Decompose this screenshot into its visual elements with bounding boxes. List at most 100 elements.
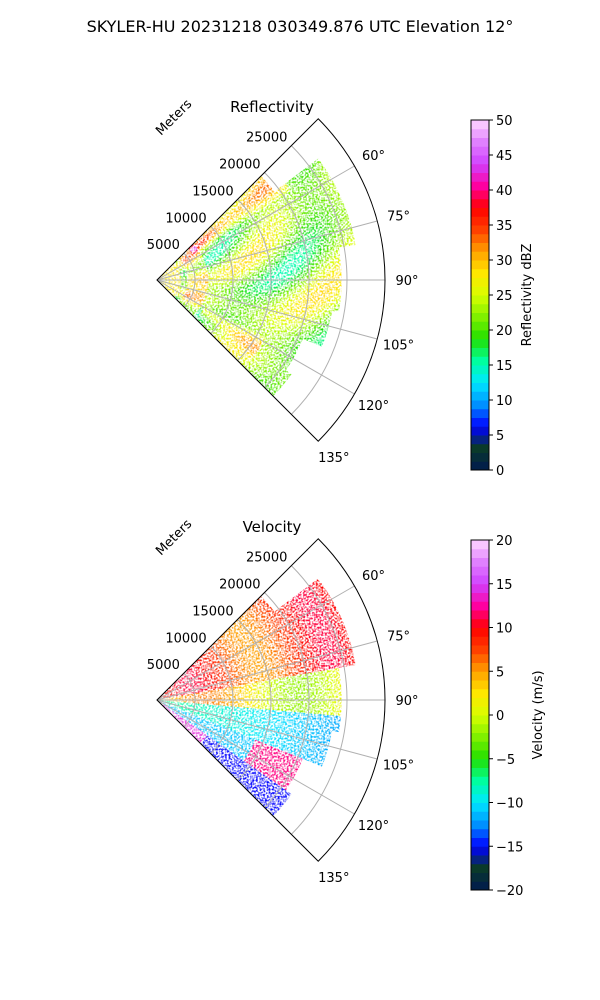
radar-gate-cell <box>262 222 267 226</box>
radar-gate-cell <box>273 284 277 287</box>
radar-gate-cell <box>314 282 318 286</box>
radar-gate-cell <box>169 274 174 276</box>
radar-gate-cell <box>238 272 243 275</box>
radar-gate-cell <box>303 171 309 177</box>
radar-gate-cell <box>290 270 294 274</box>
radar-gate-cell <box>322 300 327 304</box>
radar-gate-cell <box>204 233 208 237</box>
radar-gate-cell <box>182 260 186 263</box>
radar-gate-cell <box>338 197 343 203</box>
radar-gate-cell <box>296 264 301 268</box>
radar-gate-cell <box>196 245 201 249</box>
radar-gate-cell <box>241 225 245 229</box>
radar-gate-cell <box>240 246 244 250</box>
radar-gate-cell <box>269 285 274 289</box>
radar-gate-cell <box>231 202 236 207</box>
radar-gate-cell <box>249 283 253 286</box>
radar-gate-cell <box>307 221 312 226</box>
radar-gate-cell <box>252 211 257 215</box>
radar-gate-cell <box>312 299 317 303</box>
radar-gate-cell <box>300 185 305 190</box>
radar-gate-cell <box>266 229 271 234</box>
radar-gate-cell <box>315 302 320 306</box>
radar-gate-cell <box>344 239 349 244</box>
radar-gate-cell <box>283 273 287 276</box>
radar-gate-cell <box>259 276 263 279</box>
radar-gate-cell <box>244 212 249 216</box>
radar-gate-cell <box>220 215 225 220</box>
radar-gate-cell <box>206 236 211 240</box>
radar-gate-cell <box>225 226 229 230</box>
radar-gate-cell <box>251 230 256 234</box>
radar-gate-cell <box>237 219 242 224</box>
radar-gate-cell <box>231 236 236 240</box>
radar-gate-cell <box>215 276 219 278</box>
radar-gate-cell <box>204 238 208 242</box>
radar-gate-cell <box>331 267 335 271</box>
azimuth-tick-label: 75° <box>387 209 410 224</box>
radar-gate-cell <box>207 236 211 240</box>
radar-gate-cell <box>314 274 318 278</box>
radar-gate-cell <box>203 237 207 241</box>
radar-gate-cell <box>293 291 297 295</box>
radar-gate-cell <box>214 247 218 251</box>
radar-gate-cell <box>267 233 272 238</box>
radar-gate-cell <box>274 223 279 228</box>
radar-gate-cell <box>284 204 289 209</box>
radar-gate-cell <box>248 286 253 289</box>
velocity-data-layer <box>157 578 356 817</box>
radar-gate-cell <box>231 229 236 233</box>
radar-gate-cell <box>231 245 236 248</box>
radar-gate-cell <box>313 218 318 223</box>
radar-gate-cell <box>160 277 164 279</box>
radar-gate-cell <box>260 188 265 193</box>
radar-gate-cell <box>210 241 215 245</box>
radar-gate-cell <box>228 213 232 218</box>
radar-gate-cell <box>252 218 257 222</box>
radar-gate-cell <box>255 239 260 243</box>
radar-gate-cell <box>273 193 278 198</box>
radar-gate-cell <box>207 226 212 231</box>
radar-gate-cell <box>239 205 244 210</box>
radar-gate-cell <box>235 206 240 211</box>
radar-gate-cell <box>200 238 204 242</box>
radar-gate-cell <box>242 228 247 232</box>
radar-gate-cell <box>242 208 246 213</box>
radar-gate-cell <box>228 219 233 224</box>
radar-gate-cell <box>182 255 186 259</box>
radar-gate-cell <box>166 273 170 276</box>
radar-gate-cell <box>260 199 265 204</box>
radar-gate-cell <box>214 234 218 238</box>
radar-gate-cell <box>177 260 181 263</box>
radar-gate-cell <box>303 292 307 296</box>
radar-gate-cell <box>242 203 247 208</box>
radar-gate-cell <box>178 260 182 264</box>
radar-gate-cell <box>274 207 279 212</box>
radar-gate-cell <box>247 193 252 198</box>
radar-gate-cell <box>286 291 290 294</box>
radar-gate-cell <box>234 215 238 219</box>
radar-gate-cell <box>185 266 189 269</box>
radar-gate-cell <box>235 211 240 216</box>
radar-gate-cell <box>233 232 237 236</box>
colorbar-segment <box>471 120 489 130</box>
radar-gate-cell <box>299 196 304 201</box>
radar-gate-cell <box>184 264 188 267</box>
radar-gate-cell <box>266 195 271 200</box>
radar-gate-cell <box>336 254 341 258</box>
radar-gate-cell <box>178 267 182 270</box>
radar-gate-cell <box>254 221 259 226</box>
radar-gate-cell <box>317 282 322 286</box>
radar-gate-cell <box>163 275 167 278</box>
radar-gate-cell <box>188 264 192 267</box>
radar-gate-cell <box>239 281 243 283</box>
radar-gate-cell <box>308 207 314 212</box>
radar-gate-cell <box>289 265 294 269</box>
radar-gate-cell <box>182 268 186 271</box>
radar-gate-cell <box>316 257 320 261</box>
radar-gate-cell <box>263 231 268 235</box>
radar-gate-cell <box>167 269 171 272</box>
radar-gate-cell <box>234 250 238 254</box>
radar-gate-cell <box>245 286 250 289</box>
radar-gate-cell <box>301 180 307 185</box>
